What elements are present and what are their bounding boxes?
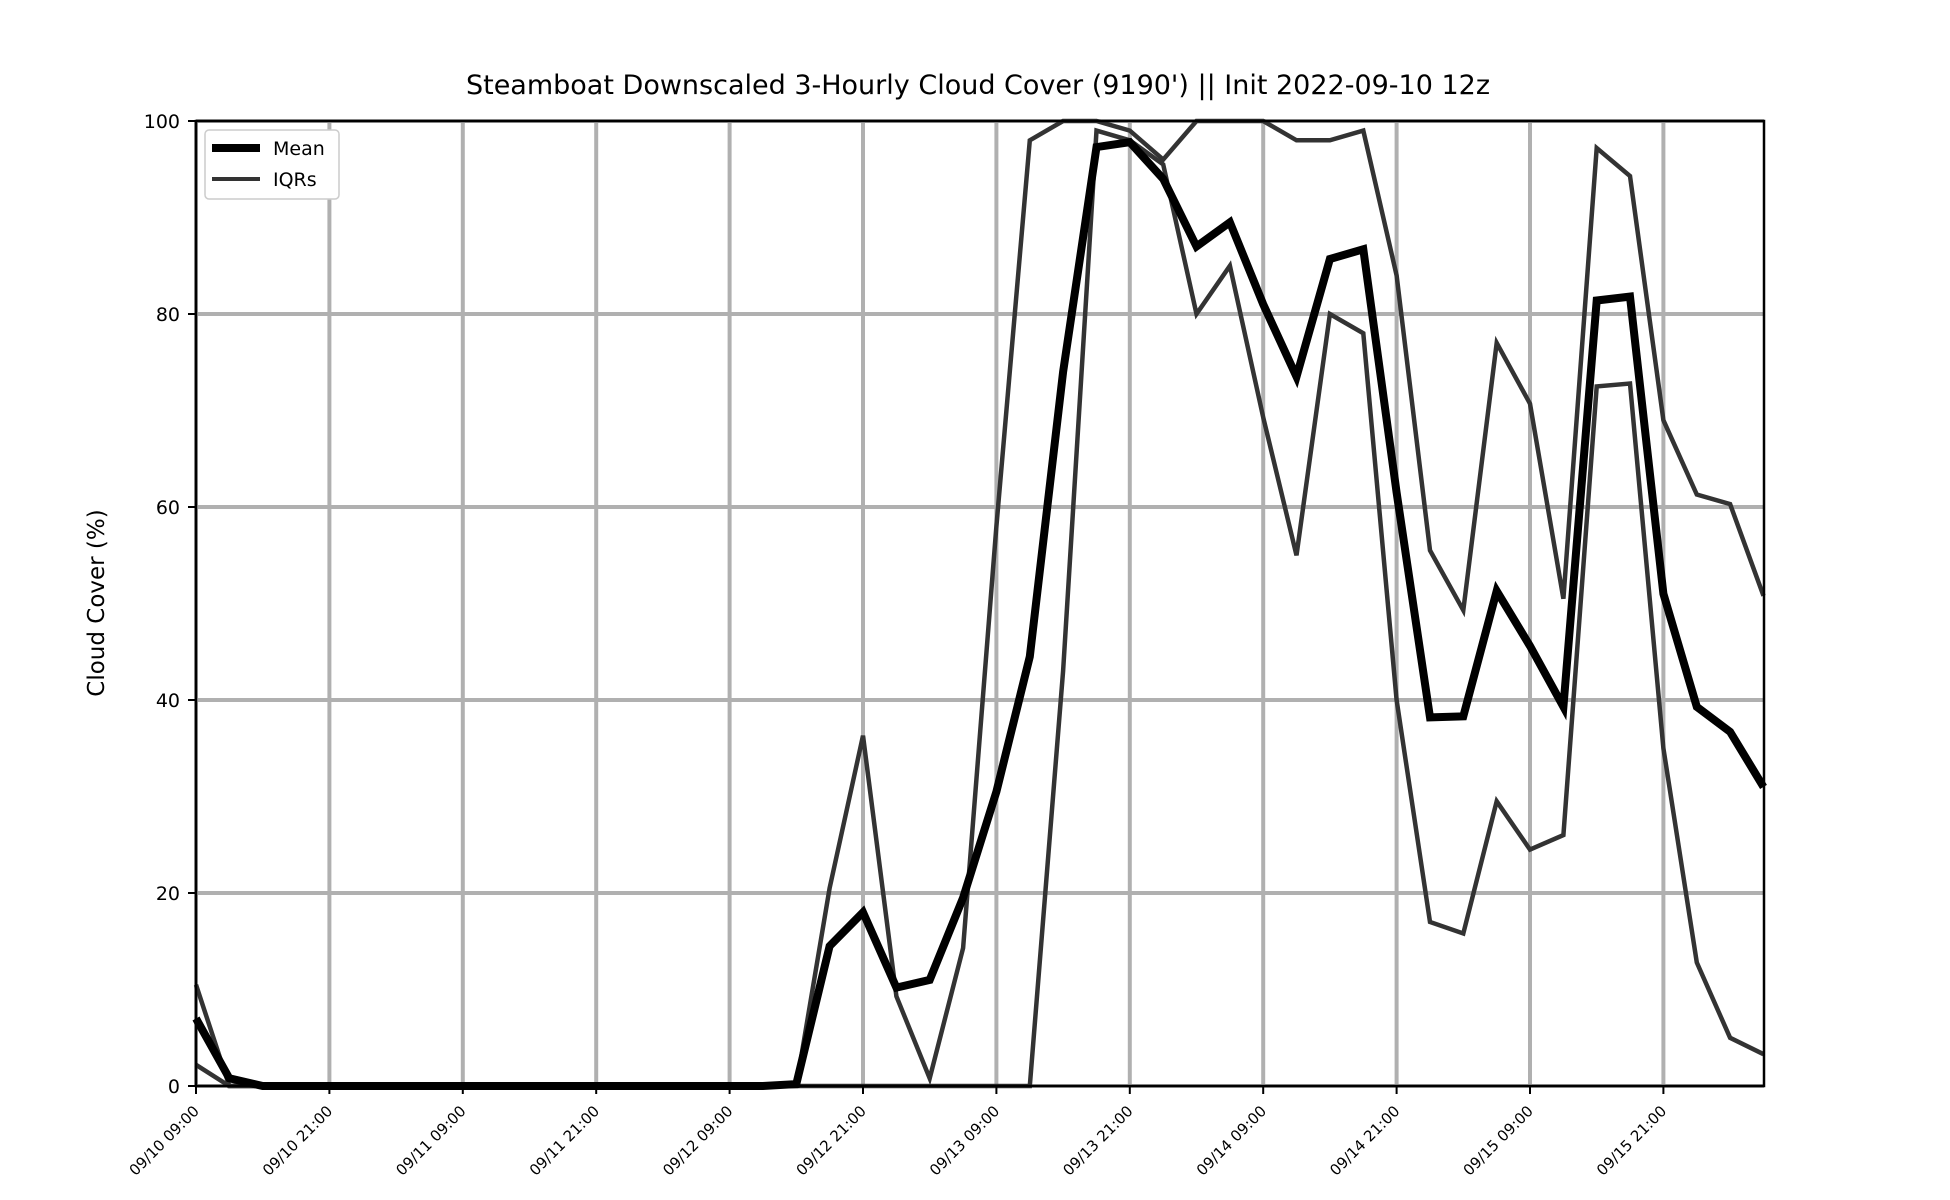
legend-label-iqrs: IQRs <box>273 169 317 191</box>
y-tick-label: 40 <box>156 690 180 712</box>
legend: Mean IQRs <box>204 129 340 200</box>
legend-label-mean: Mean <box>273 138 325 160</box>
chart-title: Steamboat Downscaled 3-Hourly Cloud Cove… <box>466 70 1490 101</box>
y-tick-label: 20 <box>156 883 180 905</box>
y-axis-label: Cloud Cover (%) <box>84 509 110 696</box>
y-tick-label: 80 <box>156 304 180 326</box>
plot-frame <box>194 119 1766 1088</box>
y-tick-label: 0 <box>168 1076 180 1098</box>
y-tick-label: 100 <box>144 111 180 133</box>
grid-lines <box>194 119 1764 1088</box>
y-tick-label: 60 <box>156 497 180 519</box>
